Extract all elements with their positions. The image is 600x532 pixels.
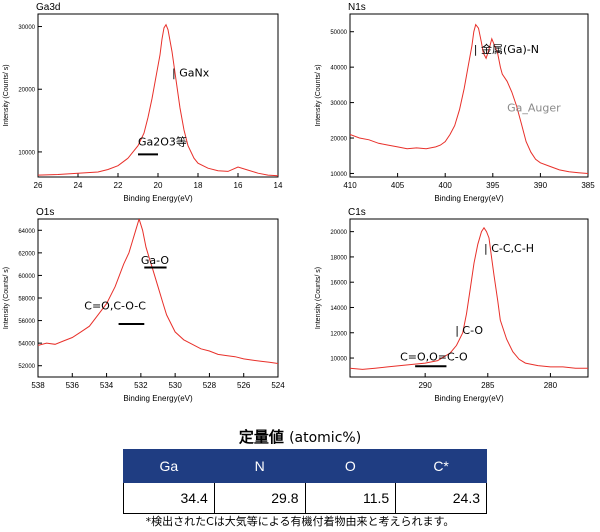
x-tick-label: 534 xyxy=(100,381,114,390)
x-tick-label: 410 xyxy=(343,181,357,190)
peak-annotation: | C-O xyxy=(455,324,483,337)
peak-annotation: | 金属(Ga)-N xyxy=(474,42,539,56)
peak-annotation: | C-C,C-H xyxy=(484,242,534,255)
x-tick-label: 16 xyxy=(234,181,243,190)
x-tick-label: 530 xyxy=(168,381,182,390)
quant-value-row: 34.4 29.8 11.5 24.3 xyxy=(123,482,487,514)
quant-header-c: C* xyxy=(395,449,487,483)
y-tick-label: 10000 xyxy=(330,172,347,178)
quant-table: Ga N O C* 34.4 29.8 11.5 24.3 xyxy=(123,449,487,514)
y-tick-label: 20000 xyxy=(330,137,347,143)
y-tick-label: 16000 xyxy=(330,281,347,287)
y-tick-label: 10000 xyxy=(330,357,347,363)
peak-annotation: Ga-O xyxy=(141,254,170,267)
quant-header-n: N xyxy=(213,449,306,483)
y-tick-label: 64000 xyxy=(18,229,35,235)
y-tick-label: 20000 xyxy=(330,230,347,236)
x-axis-label: Binding Energy(eV) xyxy=(123,194,193,203)
quant-value-c: 24.3 xyxy=(395,482,487,514)
x-tick-label: 22 xyxy=(114,181,123,190)
quant-header-ga: Ga xyxy=(123,449,215,483)
x-tick-label: 528 xyxy=(203,381,217,390)
plot-frame xyxy=(349,13,589,178)
y-tick-label: 30000 xyxy=(330,101,347,107)
y-axis-label: Intensity (Counts/ s) xyxy=(315,64,322,126)
quant-header-row: Ga N O C* xyxy=(123,449,487,483)
y-tick-label: 62000 xyxy=(18,251,35,257)
y-axis-label: Intensity (Counts/ s) xyxy=(3,64,10,126)
y-tick-label: 12000 xyxy=(330,331,347,337)
x-tick-label: 14 xyxy=(274,181,283,190)
quant-header-o: O xyxy=(304,449,397,483)
peak-annotation: Ga_Auger xyxy=(507,101,561,114)
xps-spectra-charts: Ga3d 26 24 22 20 18 16 14 10000 20000 30000 Binding… xyxy=(3,2,595,403)
plot-frame xyxy=(37,13,279,178)
x-tick-label: 385 xyxy=(581,181,595,190)
spectrum-line xyxy=(350,23,588,174)
y-tick-label: 40000 xyxy=(330,66,347,72)
panel-ga3d: Ga3d 26 24 22 20 18 16 14 10000 20000 30000 Binding… xyxy=(3,2,283,203)
y-tick-label: 20000 xyxy=(18,88,35,94)
x-tick-label: 538 xyxy=(31,381,45,390)
y-tick-label: 30000 xyxy=(18,25,35,31)
panel-label: Ga3d xyxy=(36,2,60,13)
x-tick-label: 290 xyxy=(418,381,432,390)
quant-value-ga: 34.4 xyxy=(123,482,215,514)
x-axis-label: Binding Energy(eV) xyxy=(434,194,504,203)
x-tick-label: 24 xyxy=(74,181,83,190)
x-axis-label: Binding Energy(eV) xyxy=(434,394,504,403)
y-tick-label: 56000 xyxy=(18,319,35,325)
x-tick-label: 20 xyxy=(154,181,163,190)
quant-value-n: 29.8 xyxy=(213,482,306,514)
y-tick-label: 54000 xyxy=(18,342,35,348)
peak-annotation: C=O,O=C-O xyxy=(400,351,468,364)
panel-c1s: C1s 290 285 280 10000 12000 14000 16000 18000 200… xyxy=(315,207,589,403)
quant-title-unit: (atomic%) xyxy=(289,430,362,446)
y-tick-label: 58000 xyxy=(18,297,35,303)
x-tick-label: 395 xyxy=(486,181,500,190)
peak-annotation: | GaNx xyxy=(172,67,210,80)
panel-o1s: O1s 538 536 534 532 530 528 526 524 52000 54000 560… xyxy=(3,207,285,403)
y-tick-label: 50000 xyxy=(330,30,347,36)
quant-title: 定量値 (atomic%) xyxy=(0,426,600,447)
x-tick-label: 524 xyxy=(271,381,285,390)
x-tick-label: 536 xyxy=(66,381,80,390)
x-tick-label: 390 xyxy=(534,181,548,190)
y-tick-label: 14000 xyxy=(330,306,347,312)
x-tick-label: 532 xyxy=(134,381,148,390)
panel-label: N1s xyxy=(348,2,366,13)
plot-frame xyxy=(349,218,589,378)
y-axis-label: Intensity (Counts/ s) xyxy=(3,267,10,329)
panel-label: C1s xyxy=(348,207,366,218)
panel-label: O1s xyxy=(36,207,54,218)
x-tick-label: 18 xyxy=(194,181,203,190)
spectrum-line xyxy=(38,219,278,364)
y-tick-label: 18000 xyxy=(330,255,347,261)
panel-n1s: N1s 410 405 400 395 390 385 10000 20000 30000 4000… xyxy=(315,2,595,203)
y-tick-label: 10000 xyxy=(18,150,35,156)
quant-value-o: 11.5 xyxy=(304,482,397,514)
peak-annotation: C=O,C-O-C xyxy=(84,299,146,312)
y-tick-label: 60000 xyxy=(18,274,35,280)
x-tick-label: 405 xyxy=(391,181,405,190)
y-tick-label: 52000 xyxy=(18,364,35,370)
x-axis-label: Binding Energy(eV) xyxy=(123,394,193,403)
y-axis-label: Intensity (Counts/ s) xyxy=(315,267,322,329)
quant-title-text: 定量値 xyxy=(238,428,284,446)
quant-footnote: *検出されたCは大気等による有機付着物由来と考えられます。 xyxy=(145,515,455,528)
x-tick-label: 280 xyxy=(544,381,558,390)
x-tick-label: 526 xyxy=(237,381,251,390)
peak-annotation: Ga2O3等 xyxy=(138,135,187,149)
x-tick-label: 285 xyxy=(481,381,495,390)
x-tick-label: 400 xyxy=(439,181,453,190)
spectrum-line xyxy=(350,226,588,370)
x-tick-label: 26 xyxy=(34,181,43,190)
plot-frame xyxy=(37,218,279,378)
spectrum-line xyxy=(38,23,278,177)
